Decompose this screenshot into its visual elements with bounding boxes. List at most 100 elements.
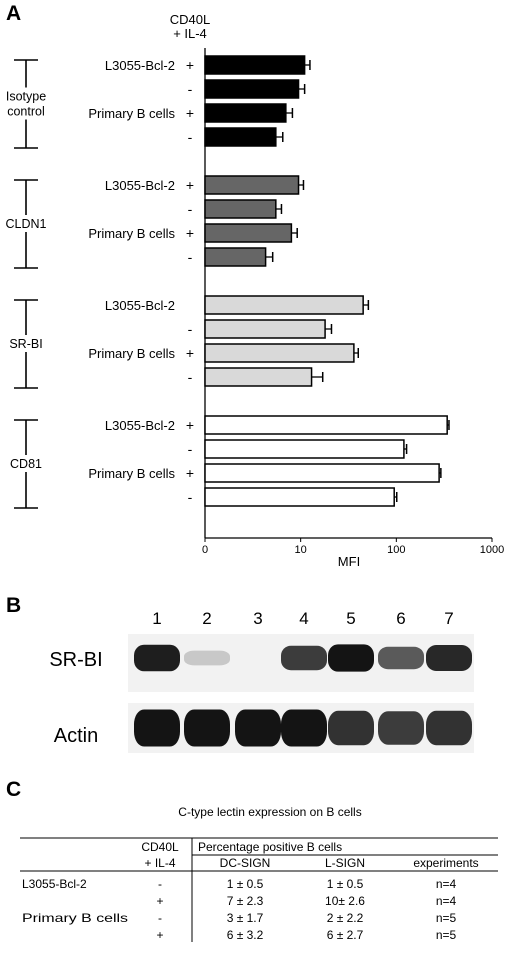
table-dcsign: 6 ± 3.2 [227, 928, 264, 942]
row-stim-label: + [186, 105, 194, 121]
table-experiments: n=5 [436, 928, 457, 942]
blot-band [184, 650, 230, 666]
bar [204, 463, 440, 483]
blot-band [426, 645, 472, 671]
x-tick-label: 1000 [480, 544, 504, 556]
bar [204, 319, 326, 339]
row-stim-label: - [188, 201, 193, 217]
table-head-percentage: Percentage positive B cells [198, 840, 342, 854]
table-title: C-type lectin expression on B cells [178, 805, 361, 819]
row-stim-label: - [188, 369, 193, 385]
blot-band [184, 709, 230, 747]
group-label-bg [2, 215, 50, 232]
blot-band [235, 709, 281, 747]
table-head-dcsign: DC-SIGN [220, 856, 271, 870]
group-label: control [7, 105, 45, 119]
panel-b-letter: B [6, 594, 21, 617]
bar [204, 175, 300, 195]
row-stim-label: + [186, 225, 194, 241]
group-label: Isotype [6, 90, 46, 104]
row-cell-label: L3055-Bcl-2 [105, 418, 175, 433]
row-stim-label: - [188, 249, 193, 265]
table-lsign: 10± 2.6 [325, 894, 365, 908]
table-cell-label: L3055-Bcl-2 [22, 877, 87, 891]
table-experiments: n=4 [436, 877, 457, 891]
bar [204, 295, 364, 315]
bar [204, 367, 313, 387]
blot-band [281, 645, 327, 671]
row-stim-label: + [186, 177, 194, 193]
row-cell-label: Primary B cells [88, 346, 175, 361]
row-cell-label: Primary B cells [88, 106, 175, 121]
panel-c-letter: C [6, 778, 21, 801]
row-cell-label: Primary B cells [88, 226, 175, 241]
stim-header-line2: + IL-4 [173, 26, 207, 41]
table-stim: - [158, 877, 162, 891]
lane-number: 4 [299, 609, 308, 628]
blot-row-label: SR-BI [49, 649, 102, 671]
bar [204, 343, 355, 363]
x-axis-label: MFI [338, 554, 360, 569]
bar [204, 103, 287, 123]
table-stim: + [156, 928, 163, 942]
table-dcsign: 7 ± 2.3 [227, 894, 264, 908]
table-lsign: 6 ± 2.7 [327, 928, 364, 942]
row-stim-label: + [186, 57, 194, 73]
blot-band [378, 646, 424, 670]
table-lsign: 1 ± 0.5 [327, 877, 364, 891]
panel-a-letter: A [6, 2, 21, 25]
bar [204, 223, 293, 243]
row-cell-label: Primary B cells [88, 466, 175, 481]
lane-number: 6 [396, 609, 405, 628]
table-stim: - [158, 911, 162, 925]
table-experiments: n=5 [436, 911, 457, 925]
bar [204, 247, 267, 267]
row-stim-label: - [188, 441, 193, 457]
row-cell-label: L3055-Bcl-2 [105, 178, 175, 193]
bar [204, 79, 300, 99]
lane-number: 3 [253, 609, 262, 628]
x-tick-label: 0 [202, 544, 208, 556]
row-stim-label: + [186, 345, 194, 361]
row-stim-label: - [188, 321, 193, 337]
row-cell-label: L3055-Bcl-2 [105, 298, 175, 313]
blot-band [134, 709, 180, 747]
row-stim-label: - [188, 129, 193, 145]
table-cell-label: Primary B cells [22, 911, 128, 925]
stim-header-line1: CD40L [170, 12, 210, 27]
western-blot: 1 2 3 4 5 6 7 SR-BI Actin [49, 609, 474, 753]
row-stim-label: - [188, 81, 193, 97]
row-cell-label: L3055-Bcl-2 [105, 58, 175, 73]
blot-row-label: Actin [54, 725, 98, 747]
bar [204, 439, 405, 459]
row-stim-label: + [186, 465, 194, 481]
lane-number: 1 [152, 609, 161, 628]
blot-band [281, 709, 327, 747]
row-stim-label: - [188, 489, 193, 505]
group-label-bg [2, 335, 50, 352]
x-tick-label: 10 [295, 544, 307, 556]
blot-band [378, 711, 424, 745]
x-tick-label: 100 [387, 544, 405, 556]
table-dcsign: 3 ± 1.7 [227, 911, 264, 925]
bar [204, 415, 448, 435]
bar [204, 55, 306, 75]
bar [204, 199, 277, 219]
table-experiments: n=4 [436, 894, 457, 908]
table-stim: + [156, 894, 163, 908]
lane-number: 5 [346, 609, 355, 628]
bar [204, 127, 277, 147]
blot-band [426, 710, 472, 746]
blot-band [328, 710, 374, 746]
table-lsign: 2 ± 2.2 [327, 911, 364, 925]
table-body: L3055-Bcl-2 - 1 ± 0.5 1 ± 0.5 n=4 + 7 ± 2.3 10±… [22, 877, 457, 942]
table-head-stim2: + IL-4 [144, 856, 175, 870]
bar [204, 487, 395, 507]
table-dcsign: 1 ± 0.5 [227, 877, 264, 891]
table-head-stim1: CD40L [141, 840, 179, 854]
row-stim-label: + [186, 417, 194, 433]
group-label: CLDN1 [6, 217, 47, 231]
table-head-experiments: experiments [413, 856, 478, 870]
